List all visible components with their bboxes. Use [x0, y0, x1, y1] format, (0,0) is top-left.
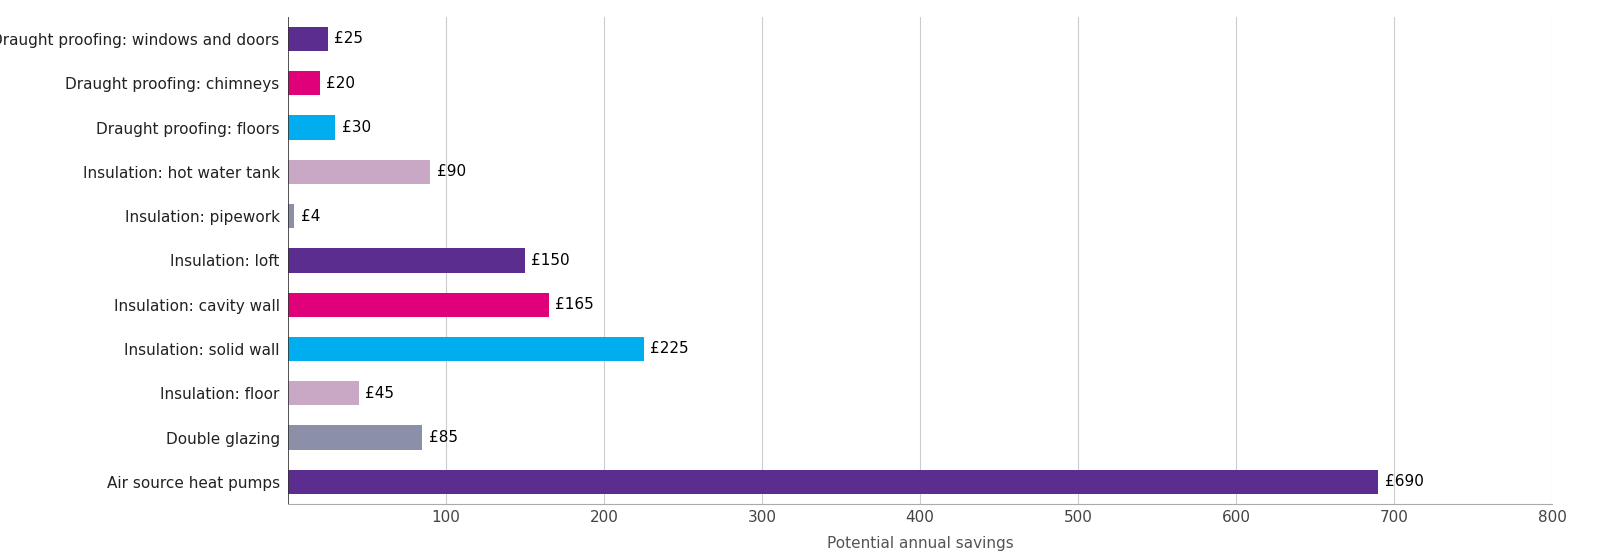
Text: £690: £690 — [1384, 474, 1424, 489]
Text: £20: £20 — [326, 76, 355, 91]
Bar — [288, 470, 1378, 494]
Text: £90: £90 — [437, 164, 466, 179]
Bar — [288, 381, 358, 405]
Text: £25: £25 — [334, 31, 363, 46]
X-axis label: Potential annual savings: Potential annual savings — [827, 536, 1013, 550]
Text: £165: £165 — [555, 297, 594, 312]
Bar — [288, 71, 320, 95]
Text: £85: £85 — [429, 430, 458, 445]
Bar — [288, 292, 549, 317]
Bar — [288, 204, 294, 228]
Text: £4: £4 — [301, 209, 320, 223]
Text: £150: £150 — [531, 253, 570, 268]
Bar — [288, 115, 336, 139]
Text: £45: £45 — [365, 386, 395, 401]
Bar — [288, 426, 422, 450]
Bar — [288, 337, 643, 361]
Text: £30: £30 — [342, 120, 371, 135]
Bar — [288, 27, 328, 51]
Bar — [288, 160, 430, 184]
Text: £225: £225 — [650, 342, 688, 357]
Bar — [288, 248, 525, 273]
